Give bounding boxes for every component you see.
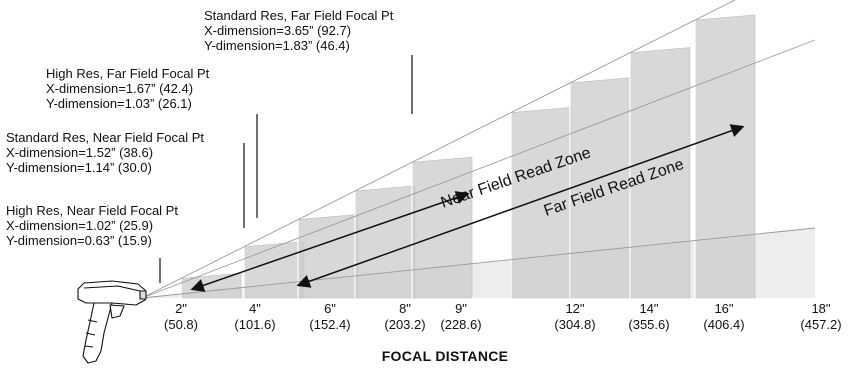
- focal-planes: [180, 14, 756, 299]
- handheld-scanner-icon: [77, 280, 147, 364]
- annotation-x-dimension: X-dimension=1.52” (38.6): [6, 145, 154, 160]
- annotation-standard-far: Standard Res, Far Field Focal Pt X-dimen…: [204, 8, 393, 53]
- focal-plane: [694, 14, 756, 299]
- distance-mm: (101.6): [234, 317, 276, 332]
- distance-tick: 18" (457.2): [786, 301, 850, 333]
- distance-tick: 8" (203.2): [370, 301, 440, 333]
- distance-tick: 14" (355.6): [614, 301, 684, 333]
- annotation-x-dimension: X-dimension=3.65” (92.7): [204, 23, 352, 38]
- distance-inches: 2": [175, 301, 187, 316]
- annotation-y-dimension: Y-dimension=1.83” (46.4): [204, 38, 350, 53]
- distance-mm: (50.8): [164, 317, 198, 332]
- focal-plane: [180, 272, 242, 299]
- distance-tick: 4" (101.6): [220, 301, 290, 333]
- focal-plane: [411, 156, 473, 299]
- annotation-title: High Res, Far Field Focal Pt: [46, 66, 210, 81]
- focal-plane: [243, 241, 305, 299]
- distance-tick: 16" (406.4): [689, 301, 759, 333]
- annotation-y-dimension: Y-dimension=1.03” (26.1): [46, 96, 192, 111]
- distance-mm: (203.2): [384, 317, 426, 332]
- distance-tick: 9" (228.6): [426, 301, 496, 333]
- distance-tick: 6" (152.4): [295, 301, 365, 333]
- distance-mm: (457.2): [800, 317, 842, 332]
- distance-tick: 2" (50.8): [146, 301, 216, 333]
- annotation-title: Standard Res, Near Field Focal Pt: [6, 130, 204, 145]
- distance-inches: 6": [324, 301, 336, 316]
- distance-inches: 8": [399, 301, 411, 316]
- annotation-x-dimension: X-dimension=1.02” (25.9): [6, 218, 154, 233]
- distance-inches: 9": [455, 301, 467, 316]
- annotation-x-dimension: X-dimension=1.67” (42.4): [46, 81, 194, 96]
- distance-inches: 12": [565, 301, 585, 316]
- annotation-standard-near: Standard Res, Near Field Focal Pt X-dime…: [6, 130, 204, 175]
- annotation-y-dimension: Y-dimension=0.63” (15.9): [6, 233, 152, 248]
- annotation-high-far: High Res, Far Field Focal Pt X-dimension…: [46, 66, 209, 111]
- annotation-high-near: High Res, Near Field Focal Pt X-dimensio…: [6, 203, 178, 248]
- distance-mm: (152.4): [309, 317, 351, 332]
- distance-inches: 4": [249, 301, 261, 316]
- axis-title: FOCAL DISTANCE: [381, 348, 509, 364]
- distance-inches: 16": [714, 301, 734, 316]
- distance-inches: 14": [639, 301, 659, 316]
- distance-tick: 12" (304.8): [540, 301, 610, 333]
- distance-mm: (228.6): [440, 317, 482, 332]
- far-field-arrow: [296, 124, 745, 288]
- distance-mm: (406.4): [703, 317, 745, 332]
- distance-inches: 18": [811, 301, 831, 316]
- distance-mm: (304.8): [554, 317, 596, 332]
- annotation-title: High Res, Near Field Focal Pt: [6, 203, 178, 218]
- distance-mm: (355.6): [628, 317, 670, 332]
- focal-plane: [354, 185, 416, 299]
- annotation-y-dimension: Y-dimension=1.14” (30.0): [6, 160, 152, 175]
- annotation-title: Standard Res, Far Field Focal Pt: [204, 8, 394, 23]
